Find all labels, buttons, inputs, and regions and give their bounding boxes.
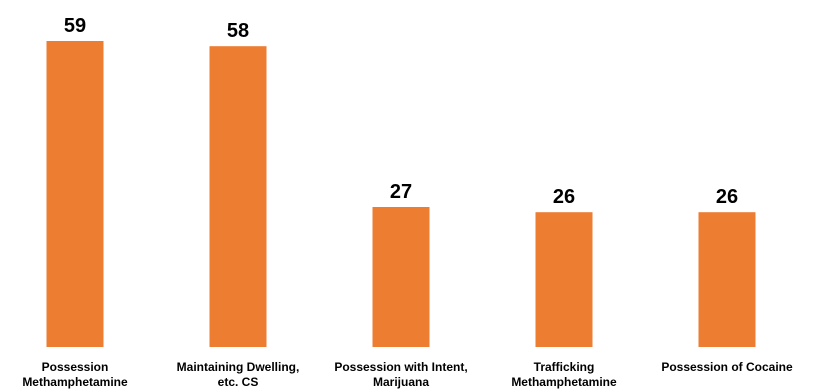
category-label-1: Possession Methamphetamine — [22, 360, 128, 389]
bar-1 — [46, 41, 104, 347]
category-label-line: Possession of Cocaine — [661, 360, 793, 374]
bar-3 — [372, 207, 430, 347]
bars-group — [46, 41, 756, 347]
value-labels-group: 59 58 27 26 26 — [64, 15, 738, 208]
value-label-5: 26 — [716, 186, 738, 208]
category-label-3: Possession with Intent, Marijuana — [334, 360, 467, 389]
category-label-line: Methamphetamine — [22, 375, 128, 389]
bar-2 — [209, 46, 267, 347]
value-label-2: 58 — [227, 20, 249, 42]
category-label-line: Methamphetamine — [511, 375, 617, 389]
bar-5 — [698, 212, 756, 347]
value-label-1: 59 — [64, 15, 86, 37]
category-label-2: Maintaining Dwelling, etc. CS — [177, 360, 300, 389]
category-label-5: Possession of Cocaine — [661, 360, 793, 374]
value-label-4: 26 — [553, 186, 575, 208]
category-label-line: Possession with Intent, — [334, 360, 467, 374]
bar-4 — [535, 212, 593, 347]
category-label-line: Possession — [42, 360, 109, 374]
category-label-line: Maintaining Dwelling, — [177, 360, 300, 374]
category-label-line: Trafficking — [534, 360, 595, 374]
category-label-4: Trafficking Methamphetamine — [511, 360, 617, 389]
category-label-line: Marijuana — [373, 375, 429, 389]
category-label-line: etc. CS — [218, 375, 259, 389]
value-label-3: 27 — [390, 181, 412, 203]
